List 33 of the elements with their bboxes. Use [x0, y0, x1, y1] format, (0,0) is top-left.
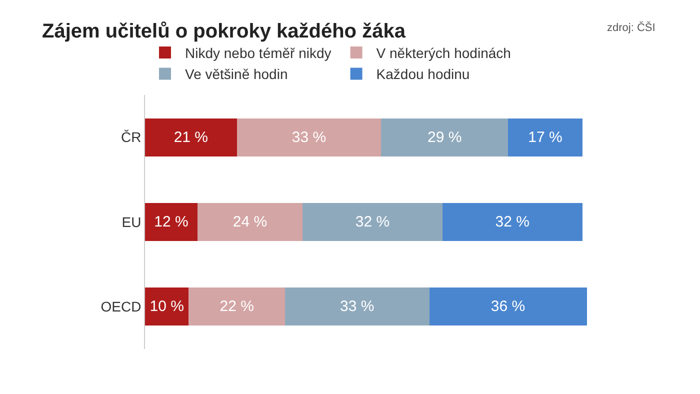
bar [302, 202, 442, 242]
legend-label: V některých hodinách [376, 44, 511, 61]
bar [442, 202, 582, 242]
legend-label: Každou hodinu [376, 66, 470, 82]
data-label: 24 % [232, 214, 268, 230]
data-label: 32 % [495, 214, 530, 230]
legend-label: Ve většině hodin [185, 66, 288, 82]
bar [188, 288, 285, 326]
legend-label: Nikdy nebo téměř nikdy [185, 44, 332, 61]
data-label: 12 % [154, 214, 188, 230]
data-label: 36 % [490, 298, 526, 316]
bar [236, 118, 382, 156]
data-label: 32 % [355, 214, 390, 230]
y-tick-label: ČR [120, 129, 142, 146]
y-tick-label: OECD [100, 298, 142, 315]
data-label: 10 % [150, 298, 184, 316]
bar [508, 118, 582, 156]
data-label: 33 % [292, 128, 326, 146]
bar [145, 118, 237, 156]
data-label: 29 % [428, 128, 462, 146]
data-label: 33 % [340, 298, 374, 316]
bar [145, 202, 198, 242]
bar [284, 288, 430, 326]
text: zdroj: ČŠI [607, 21, 656, 34]
data-label: 17 % [528, 128, 562, 146]
y-tick-label: EU [122, 214, 142, 230]
bar [145, 288, 189, 326]
bar [381, 118, 508, 156]
chart-title: Zájem učitelů o pokroky každého žáka [42, 20, 406, 43]
data-label: 21 % [174, 128, 208, 146]
bar [197, 202, 302, 242]
data-label: 22 % [220, 298, 254, 316]
bar [429, 288, 587, 326]
